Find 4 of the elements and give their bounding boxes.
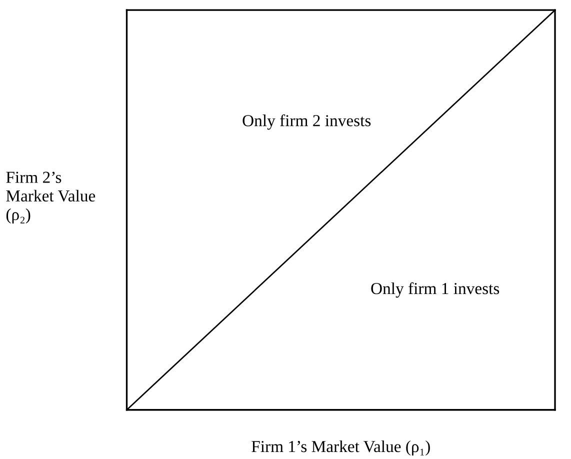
x-axis-title: Firm 1’s Market Value (ρ₁) [252,440,430,456]
annotation: Only firm 2 invests [242,114,371,130]
annotation: Only firm 1 invests [371,282,500,298]
y-axis-title: Firm 2’s Market Value (ρ₂) [6,172,96,224]
